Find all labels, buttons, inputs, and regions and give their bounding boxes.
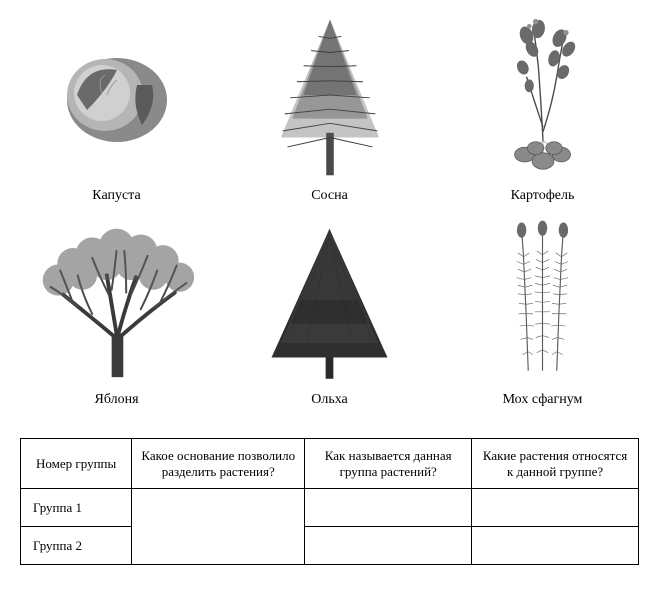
cell-group2-plants bbox=[472, 527, 639, 565]
plant-label: Картофель bbox=[511, 188, 575, 204]
plant-label: Мох сфагнум bbox=[503, 392, 583, 408]
cell-group1-plants bbox=[472, 489, 639, 527]
plant-cell-potato: Картофель bbox=[446, 10, 639, 204]
pine-image bbox=[233, 10, 426, 180]
header-group-name: Как называется данная группа растений? bbox=[305, 439, 472, 489]
table-header-row: Номер группы Какое основание позволило р… bbox=[21, 439, 639, 489]
plant-label: Сосна bbox=[311, 188, 348, 204]
plant-cell-pine: Сосна bbox=[233, 10, 426, 204]
plant-label: Яблоня bbox=[94, 392, 138, 408]
plant-cell-apple-tree: Яблоня bbox=[20, 214, 213, 408]
cell-group1-label: Группа 1 bbox=[21, 489, 132, 527]
cell-group1-name bbox=[305, 489, 472, 527]
header-group-number: Номер группы bbox=[21, 439, 132, 489]
cell-group2-label: Группа 2 bbox=[21, 527, 132, 565]
plant-grid: Капуста bbox=[20, 10, 639, 408]
table-row: Группа 2 bbox=[21, 527, 639, 565]
apple-tree-image bbox=[20, 214, 213, 384]
plant-label: Капуста bbox=[92, 188, 140, 204]
plant-cell-moss: Мох сфагнум bbox=[446, 214, 639, 408]
plant-cell-alder: Ольха bbox=[233, 214, 426, 408]
header-basis: Какое основание позволило разделить раст… bbox=[132, 439, 305, 489]
moss-image bbox=[446, 214, 639, 384]
cell-group2-name bbox=[305, 527, 472, 565]
plant-cell-cabbage: Капуста bbox=[20, 10, 213, 204]
classification-table: Номер группы Какое основание позволило р… bbox=[20, 438, 639, 565]
cabbage-image bbox=[20, 10, 213, 180]
cell-basis bbox=[132, 489, 305, 565]
potato-image bbox=[446, 10, 639, 180]
header-plants: Какие растения относятся к данной группе… bbox=[472, 439, 639, 489]
plant-label: Ольха bbox=[311, 392, 348, 408]
table-row: Группа 1 bbox=[21, 489, 639, 527]
alder-image bbox=[233, 214, 426, 384]
